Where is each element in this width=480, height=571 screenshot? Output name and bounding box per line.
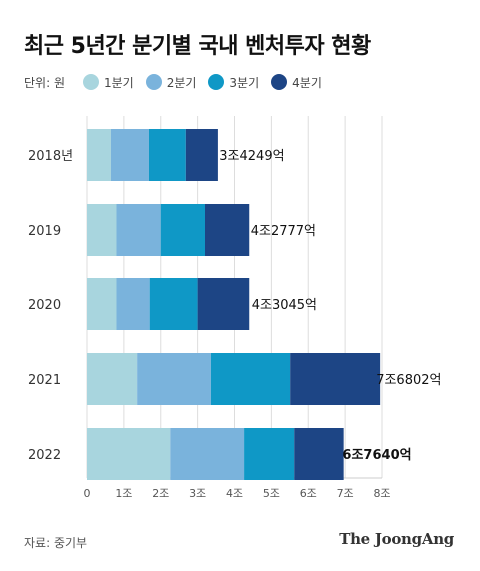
bar-segment-4-q1 [87, 428, 171, 480]
legend: 단위: 원 1분기 2분기 3분기 4분기 [24, 72, 334, 92]
bar-segment-1-q3 [160, 204, 205, 256]
legend-item-q1: 1분기 [82, 74, 134, 91]
category-label-3: 2021 [28, 373, 61, 388]
bar-segment-3-q1 [87, 353, 138, 405]
bar-segment-4-q4 [294, 428, 344, 480]
bar-segment-0-q1 [87, 129, 111, 181]
legend-label-q2: 2분기 [166, 75, 197, 90]
x-tick-label-1: 1조 [115, 487, 132, 500]
legend-item-q4: 4분기 [271, 74, 322, 91]
bar-segment-4-q3 [244, 428, 295, 480]
stacked-bar-chart: 2018년 3조4249억 2019 4조2777억 2020 4조3045억 2021 7조… [28, 116, 441, 500]
total-label-2: 4조3045억 [252, 298, 317, 313]
bar-segment-0-q3 [148, 129, 186, 181]
x-tick-label-4: 4조 [226, 487, 243, 500]
bar-segment-2-q3 [149, 278, 198, 330]
publisher-logo: The JoongAng [339, 530, 454, 548]
source-note: 자료: 중기부 [24, 536, 88, 550]
category-label-0: 2018년 [28, 149, 73, 164]
legend-item-q3: 3분기 [208, 74, 259, 91]
bar-segment-2-q4 [197, 278, 250, 330]
category-label-1: 2019 [28, 224, 61, 239]
chart-title: 최근 5년간 분기별 국내 벤처투자 현황 [24, 34, 371, 59]
total-label-1: 4조2777억 [251, 224, 316, 239]
category-label-2: 2020 [28, 298, 61, 313]
bar-segment-3-q2 [137, 353, 211, 405]
legend-swatch-q4 [271, 74, 288, 90]
x-tick-label-8: 8조 [373, 487, 390, 500]
x-tick-label-6: 6조 [300, 487, 317, 500]
x-tick-label-7: 7조 [337, 487, 354, 500]
legend-swatch-q2 [145, 74, 162, 90]
category-label-4: 2022 [28, 448, 61, 463]
legend-item-q2: 2분기 [145, 74, 197, 91]
bar-segment-3-q4 [290, 353, 381, 405]
legend-label-q4: 4분기 [292, 75, 322, 90]
x-tick-label-5: 5조 [263, 487, 280, 500]
bar-segment-1-q1 [87, 204, 117, 256]
legend-label-q3: 3분기 [229, 75, 260, 90]
bar-segment-2-q2 [116, 278, 150, 330]
total-label-3: 7조6802억 [376, 373, 441, 388]
total-label-4: 6조7640억 [342, 448, 411, 463]
x-tick-label-3: 3조 [189, 487, 206, 500]
bar-segment-4-q2 [170, 428, 245, 480]
legend-swatch-q3 [208, 74, 225, 90]
bar-segment-2-q1 [87, 278, 117, 330]
bar-segment-0-q4 [185, 129, 218, 181]
unit-label: 단위: 원 [24, 75, 65, 90]
total-label-0: 3조4249억 [219, 149, 284, 164]
legend-swatch-q1 [82, 74, 99, 90]
bar-segment-3-q3 [210, 353, 291, 405]
legend-label-q1: 1분기 [103, 75, 134, 90]
x-tick-label-2: 2조 [152, 487, 169, 500]
bar-segment-1-q2 [116, 204, 161, 256]
bar-segment-1-q4 [205, 204, 250, 256]
bar-segment-0-q2 [110, 129, 149, 181]
x-tick-label-0: 0 [84, 487, 91, 500]
